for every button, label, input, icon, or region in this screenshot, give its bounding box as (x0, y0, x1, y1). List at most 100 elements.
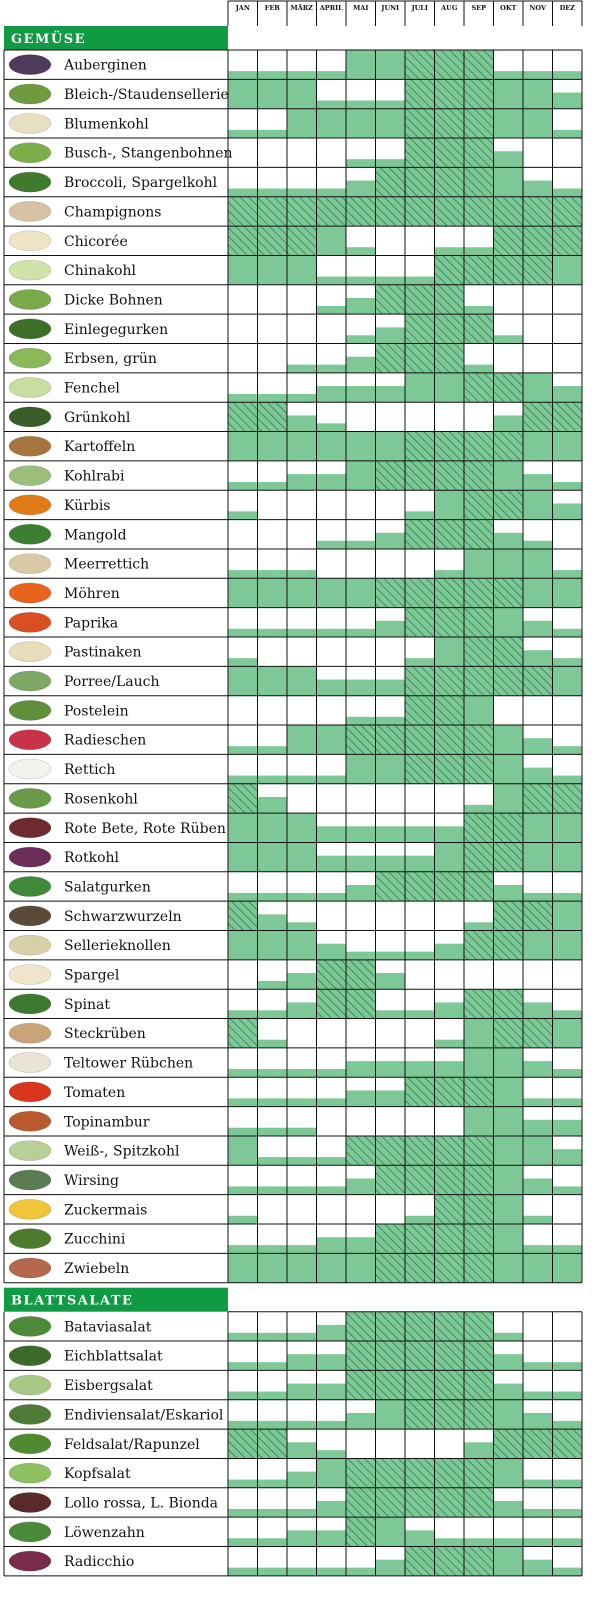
season-cell (405, 826, 435, 843)
vegetable-name: Einlegegurken (64, 322, 168, 338)
season-cell (287, 1442, 317, 1459)
season-cell (257, 255, 287, 285)
season-cell (228, 570, 258, 579)
season-cell (434, 519, 464, 549)
season-cell (228, 666, 258, 696)
season-cell (464, 922, 494, 931)
season-cell (552, 1149, 582, 1166)
season-cell (228, 1332, 258, 1342)
season-cell (375, 1135, 405, 1166)
season-cell (405, 511, 435, 520)
season-cell (375, 620, 405, 637)
season-cell (346, 959, 376, 990)
season-cell (316, 1324, 346, 1342)
vegetable-name: Bleich-/Staudensellerie (64, 87, 229, 103)
season-cell (346, 885, 376, 902)
season-cell (228, 402, 258, 432)
season-cell (257, 930, 287, 960)
vegetable-icon (8, 876, 52, 897)
season-cell (287, 813, 317, 843)
vegetable-name: Erbsen, grün (64, 351, 157, 367)
season-cell (228, 783, 258, 814)
season-cell (257, 1538, 287, 1547)
season-cell (464, 804, 494, 814)
season-cell (346, 1061, 376, 1078)
vegetable-name: Rettich (64, 762, 115, 778)
season-cell (375, 50, 405, 80)
season-cell (228, 746, 258, 755)
season-cell (434, 284, 464, 315)
season-cell (434, 50, 464, 80)
season-cell (287, 570, 317, 579)
season-cell (552, 570, 582, 579)
season-cell (257, 1391, 287, 1400)
season-cell (346, 180, 376, 197)
season-cell (464, 1253, 494, 1283)
season-cell (464, 842, 494, 872)
season-cell (287, 1567, 317, 1576)
season-cell (552, 1069, 582, 1078)
season-cell (552, 1010, 582, 1019)
season-cell (316, 1420, 346, 1430)
season-cell (464, 1487, 494, 1518)
season-cell (257, 1479, 287, 1488)
season-cell (434, 725, 464, 755)
season-cell (523, 79, 553, 109)
season-cell (405, 1165, 435, 1195)
season-cell (552, 431, 582, 461)
season-cell (493, 1429, 523, 1459)
season-cell (228, 226, 258, 256)
season-cell (316, 423, 346, 432)
vegetable-name: Löwenzahn (64, 1525, 145, 1541)
vegetable-icon (8, 289, 52, 310)
season-cell (287, 1332, 317, 1342)
vegetable-name: Weiß-, Spitzkohl (64, 1144, 180, 1160)
season-cell (493, 1458, 523, 1488)
season-cell (405, 50, 435, 80)
season-cell (228, 1253, 258, 1283)
season-cell (405, 284, 435, 315)
season-cell (464, 196, 494, 227)
season-cell (375, 167, 405, 197)
season-cell (346, 628, 376, 637)
season-cell (493, 1194, 523, 1224)
vegetable-name: Fenchel (64, 381, 120, 397)
season-cell (346, 247, 376, 256)
season-cell (493, 196, 523, 227)
vegetable-name: Möhren (64, 586, 120, 602)
season-cell (493, 885, 523, 902)
season-cell (228, 628, 258, 637)
season-cell (287, 1245, 317, 1254)
season-cell (434, 1538, 464, 1547)
season-cell (405, 1487, 435, 1518)
season-cell (228, 71, 258, 80)
season-cell (493, 548, 523, 579)
season-cell (228, 892, 258, 902)
season-cell (287, 1420, 317, 1430)
season-cell (464, 1077, 494, 1107)
season-cell (257, 775, 287, 784)
season-cell (464, 460, 494, 491)
season-cell (405, 658, 435, 667)
season-cell (464, 666, 494, 696)
season-cell (464, 1106, 494, 1136)
season-cell (257, 578, 287, 608)
season-cell (493, 71, 523, 80)
season-cell (552, 901, 582, 931)
vegetable-name: Blumenkohl (64, 116, 149, 132)
season-cell (434, 826, 464, 843)
season-cell (434, 196, 464, 227)
season-cell (346, 951, 376, 960)
season-cell (464, 813, 494, 843)
season-cell (316, 1450, 346, 1459)
season-cell (464, 1546, 494, 1576)
vegetable-name: Eichblattsalat (64, 1349, 163, 1365)
season-cell (316, 679, 346, 696)
season-cell (405, 578, 435, 608)
season-cell (316, 1237, 346, 1254)
season-cell (434, 1399, 464, 1430)
season-cell (493, 578, 523, 608)
season-cell (523, 372, 553, 403)
season-cell (405, 1311, 435, 1342)
